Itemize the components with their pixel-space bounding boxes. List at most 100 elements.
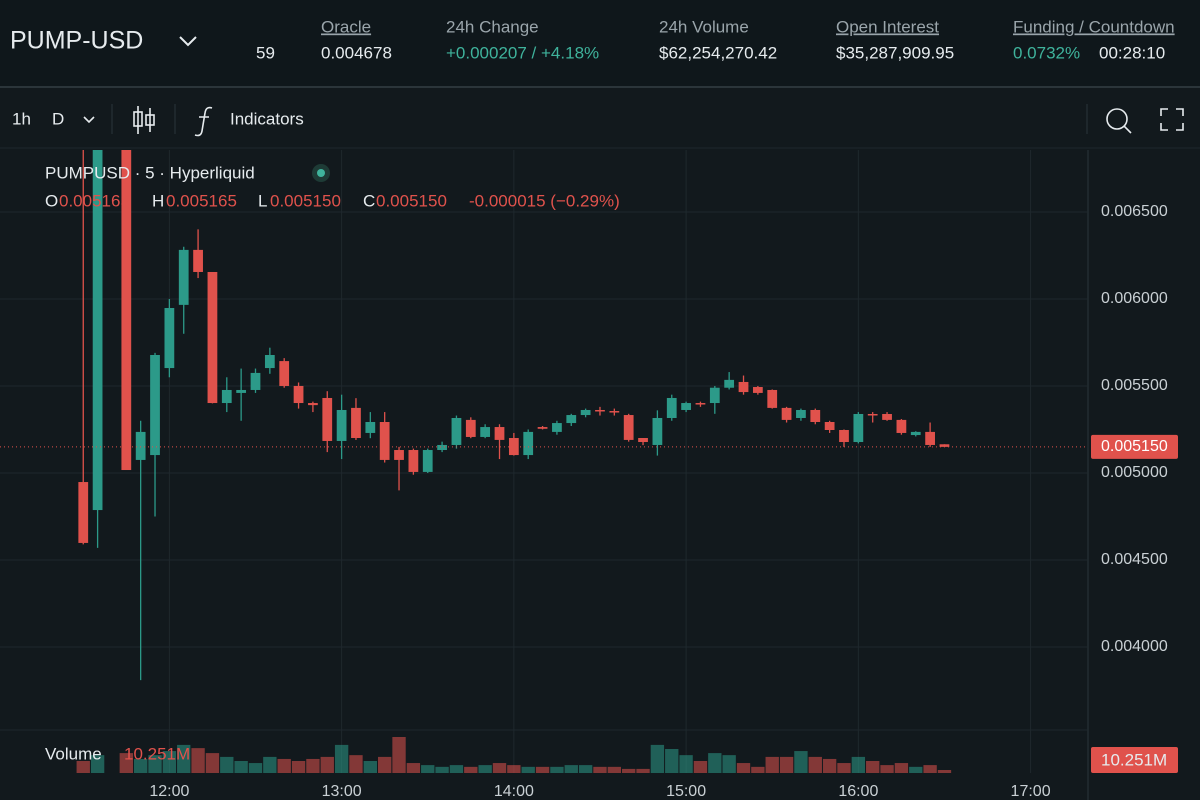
volume-bar [478,765,492,773]
candle-body [595,409,605,412]
stat-label: Open Interest [836,17,939,36]
volume-bar [248,763,263,773]
volume-bar [220,756,234,773]
volume-bar [622,768,636,773]
volume-bar [923,765,937,773]
candle-body [465,419,476,437]
fullscreen-button[interactable] [1160,108,1184,131]
volume-bar [894,763,909,773]
candle-body [164,308,175,369]
plot [0,150,1088,773]
volume-bar [909,766,923,773]
volume-bar [90,755,105,773]
volume-bar [765,756,779,773]
ohlc-value: 0.005150 [270,191,341,210]
y-tick-label: 0.006500 [1101,203,1168,220]
volume-bar [937,769,952,773]
volume-bar [133,758,148,773]
volume-bar [148,755,162,773]
candle-body [781,407,792,420]
volume-bar [535,766,550,773]
volume-bar [119,753,133,773]
stat-label: 24h Volume [659,17,749,36]
symbol[interactable]: PUMP-USD [10,27,143,55]
symbol-dropdown[interactable] [179,36,197,47]
candle-body [135,431,146,460]
volume-bar [377,756,392,773]
volume-axis-tag [1091,747,1178,773]
status-dot [317,169,325,177]
volume-bar [779,756,794,773]
ohlc-value: 0.005165 [166,191,237,210]
volume-bar [708,753,722,773]
volume-bar [205,753,220,773]
volume-bar [607,766,622,773]
x-tick-label: 13:00 [322,783,362,800]
candle-body [638,438,648,443]
volume-bar [306,758,320,773]
volume-bar [837,763,851,773]
volume-bar [636,768,650,773]
candle-body [681,403,691,410]
candle-body [896,419,907,433]
x-tick-label: 16:00 [838,783,878,800]
candle-body [365,421,376,433]
candle-body [910,431,921,436]
candle-body [207,271,218,404]
ohlc-value: 0.005165 [59,191,130,210]
candle-body [308,403,318,406]
volume-title: Volume [45,744,102,763]
candle-body [221,389,232,404]
range-dropdown[interactable] [83,116,95,124]
candle-body [422,450,433,472]
candle-body [523,431,534,456]
volume-bar [851,756,866,773]
candle-body [451,417,462,445]
fx-icon[interactable] [194,106,213,137]
candle-type-button[interactable] [133,106,155,134]
volume-bar [234,761,248,773]
ohlc-label: O [45,191,58,210]
candle-body [250,372,261,390]
volume-bar [177,744,191,773]
volume-bar [550,766,564,773]
stat-value: 0.0732% [1013,43,1080,62]
candle-body [767,389,778,408]
leverage: 59 [256,43,275,62]
chart-title: PUMPUSD · 5 · Hyperliquid [45,163,255,182]
volume-bar [263,756,277,773]
candle-body [150,354,160,456]
y-tick-label: 0.006000 [1101,290,1168,307]
last-price-label: 0.005150 [1101,438,1168,455]
header-bar [0,0,1200,86]
candle-body [853,413,864,443]
candle-body [839,430,849,443]
volume-axis-label: 10.251M [1101,750,1167,769]
range-button[interactable]: D [52,109,64,128]
replay-button[interactable] [1106,108,1132,134]
volume-bar [880,765,894,773]
indicators-button[interactable]: Indicators [230,109,304,128]
candle-body [796,409,806,418]
volume-bar [722,755,736,773]
candle-body [939,444,950,447]
stat-value: +0.000207 / +4.18% [446,43,599,62]
volume-bar [363,761,377,773]
ohlc-change: -0.000015 (−0.29%) [469,191,620,210]
volume-bar [866,761,880,773]
x-tick-label: 17:00 [1011,783,1051,800]
interval-button[interactable]: 1h [12,109,31,128]
candle-body [752,387,763,393]
stat-value: $35,287,909.95 [836,43,954,62]
y-tick-label: 0.005500 [1101,377,1168,394]
volume-bar [736,763,751,773]
candle-body [695,403,706,405]
candle-body [394,450,404,460]
candle-body [279,361,290,386]
y-tick-label: 0.005000 [1101,464,1168,481]
candle-body [178,249,189,305]
candle-body [236,389,247,393]
volume-bar [578,765,593,773]
candle-body [925,431,935,445]
